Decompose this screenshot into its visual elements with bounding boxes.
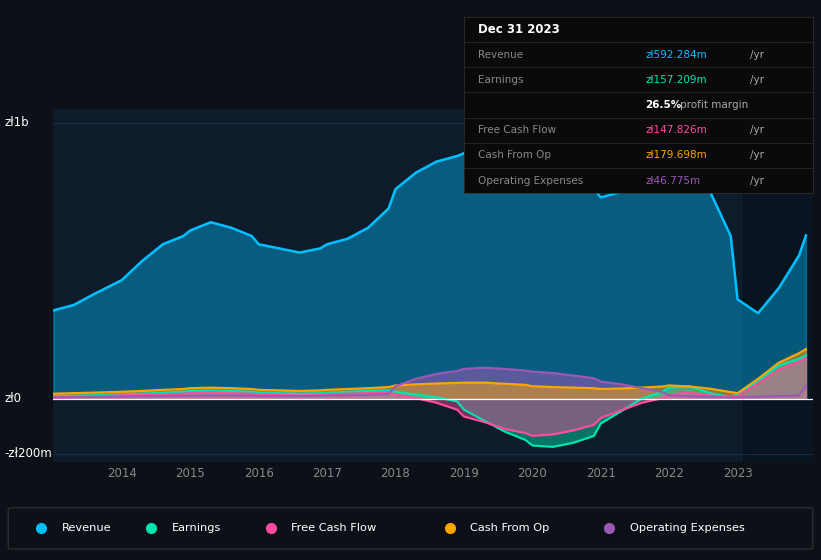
Text: Earnings: Earnings: [172, 523, 221, 533]
Text: Earnings: Earnings: [478, 75, 523, 85]
Text: /yr: /yr: [750, 50, 764, 59]
Text: /yr: /yr: [750, 151, 764, 160]
Text: zł157.209m: zł157.209m: [645, 75, 707, 85]
Text: Cash From Op: Cash From Op: [478, 151, 551, 160]
Text: zł0: zł0: [4, 392, 21, 405]
Text: zł592.284m: zł592.284m: [645, 50, 707, 59]
Text: Free Cash Flow: Free Cash Flow: [291, 523, 377, 533]
Text: zł1b: zł1b: [4, 116, 29, 129]
Text: zł46.775m: zł46.775m: [645, 176, 700, 185]
Text: Free Cash Flow: Free Cash Flow: [478, 125, 556, 135]
Text: profit margin: profit margin: [680, 100, 749, 110]
Text: Revenue: Revenue: [478, 50, 523, 59]
Text: Revenue: Revenue: [62, 523, 111, 533]
Text: /yr: /yr: [750, 125, 764, 135]
Text: zł179.698m: zł179.698m: [645, 151, 707, 160]
Text: Cash From Op: Cash From Op: [470, 523, 550, 533]
Text: /yr: /yr: [750, 75, 764, 85]
FancyBboxPatch shape: [8, 508, 813, 549]
Text: Operating Expenses: Operating Expenses: [630, 523, 745, 533]
Text: Dec 31 2023: Dec 31 2023: [478, 23, 560, 36]
Bar: [743, 109, 813, 462]
Text: /yr: /yr: [750, 176, 764, 185]
Text: 26.5%: 26.5%: [645, 100, 681, 110]
Text: Operating Expenses: Operating Expenses: [478, 176, 583, 185]
Text: zł147.826m: zł147.826m: [645, 125, 707, 135]
Text: -zł200m: -zł200m: [4, 447, 52, 460]
